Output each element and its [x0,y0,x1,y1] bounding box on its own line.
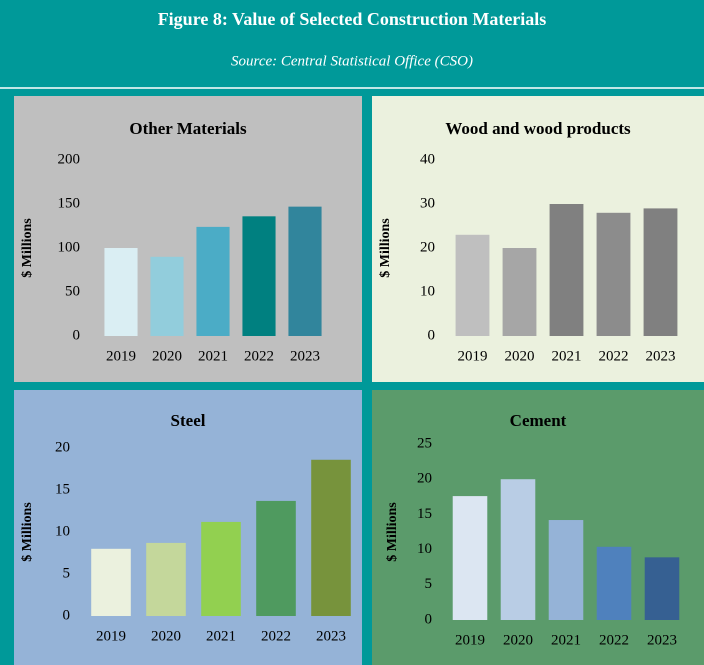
chart-panel: Cement $ Millions 2019 2020 2021 2022 2023 0 5 10… [372,390,704,665]
y-tick-label: 0 [63,607,71,623]
bar [596,212,631,336]
bar [201,521,241,616]
y-tick-label: 200 [58,151,81,167]
bar [311,459,351,616]
chart-panel: Other Materials $ Millions 2019 2020 2021 202… [14,96,362,382]
bar [452,496,488,620]
y-tick-label: 150 [58,195,81,211]
x-tick-label: 2023 [316,628,346,644]
y-tick-label: 5 [63,565,71,581]
bar [644,557,680,620]
y-tick-label: 40 [420,151,435,167]
chart-title: Steel [171,411,206,430]
x-tick-label: 2019 [458,348,488,364]
y-axis-label: $ Millions [378,218,393,278]
x-tick-label: 2023 [290,348,320,364]
x-tick-label: 2023 [646,348,676,364]
bar [596,546,632,620]
x-tick-label: 2022 [599,632,629,648]
x-tick-label: 2021 [552,348,582,364]
bar [150,256,184,336]
figure-title: Figure 8: Value of Selected Construction… [158,9,547,29]
bar [91,548,131,616]
y-tick-label: 0 [73,327,81,343]
panel-background [14,390,362,665]
x-tick-label: 2020 [152,348,182,364]
y-tick-label: 0 [428,327,436,343]
x-tick-label: 2019 [96,628,126,644]
x-tick-label: 2022 [244,348,274,364]
bar [455,234,490,336]
bar [256,500,296,616]
chart-title: Wood and wood products [445,119,631,138]
bar [643,208,678,336]
bar [104,248,138,336]
x-tick-label: 2020 [503,632,533,648]
bar [288,206,322,336]
chart-title: Other Materials [129,119,247,138]
y-tick-label: 15 [417,506,432,522]
y-axis-label: $ Millions [20,218,35,278]
x-tick-label: 2020 [151,628,181,644]
y-tick-label: 10 [55,523,70,539]
y-axis-label: $ Millions [385,502,400,562]
x-tick-label: 2019 [455,632,485,648]
y-tick-label: 20 [417,471,432,487]
y-tick-label: 25 [417,435,432,451]
x-tick-label: 2022 [261,628,291,644]
bar [549,204,584,336]
y-tick-label: 20 [55,439,70,455]
bar [242,216,276,336]
x-tick-label: 2023 [647,632,677,648]
y-tick-label: 20 [420,239,435,255]
x-tick-label: 2021 [551,632,581,648]
y-tick-label: 30 [420,195,435,211]
y-tick-label: 50 [65,283,80,299]
y-tick-label: 100 [58,239,81,255]
y-axis-label: $ Millions [20,502,35,562]
x-tick-label: 2020 [505,348,535,364]
x-tick-label: 2019 [106,348,136,364]
y-tick-label: 15 [55,481,70,497]
x-tick-label: 2022 [599,348,629,364]
panel-background [372,390,704,665]
figure-source: Source: Central Statistical Office (CSO) [231,53,473,69]
bar [502,248,537,336]
y-tick-label: 10 [420,283,435,299]
bar [196,226,230,336]
x-tick-label: 2021 [206,628,236,644]
y-tick-label: 5 [425,576,433,592]
y-tick-label: 0 [425,611,433,627]
bar [146,542,186,616]
y-tick-label: 10 [417,541,432,557]
chart-title: Cement [510,411,567,430]
bar [548,520,584,620]
chart-panel: Steel $ Millions 2019 2020 2021 2022 2023 0 5 10 1… [14,390,362,665]
x-tick-label: 2021 [198,348,228,364]
bar [500,479,536,620]
